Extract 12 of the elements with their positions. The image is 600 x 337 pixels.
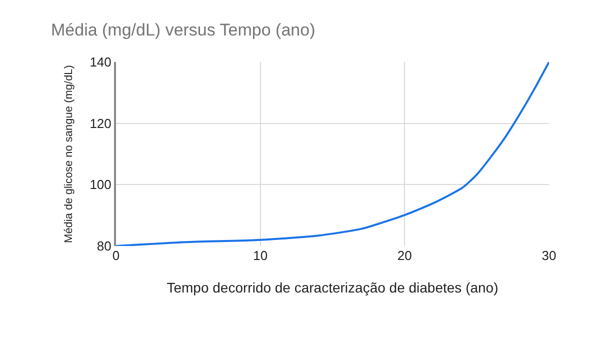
chart-title: Média (mg/dL) versus Tempo (ano)	[51, 20, 316, 40]
y-axis-title: Média de glicose no sangue (mg/dL)	[62, 65, 75, 243]
x-axis-title: Tempo decorrido de caracterização de diabetes (ano)	[166, 279, 498, 296]
x-tick-label: 20	[397, 248, 412, 263]
y-tick-label: 120	[90, 116, 112, 131]
x-tick-label: 30	[542, 248, 556, 263]
x-tick-label: 10	[253, 248, 268, 263]
x-tick-label: 0	[112, 248, 120, 263]
y-tick-label: 80	[96, 238, 112, 254]
y-tick-label: 100	[90, 177, 112, 192]
line-series	[116, 62, 549, 246]
y-tick-label: 140	[90, 54, 112, 70]
